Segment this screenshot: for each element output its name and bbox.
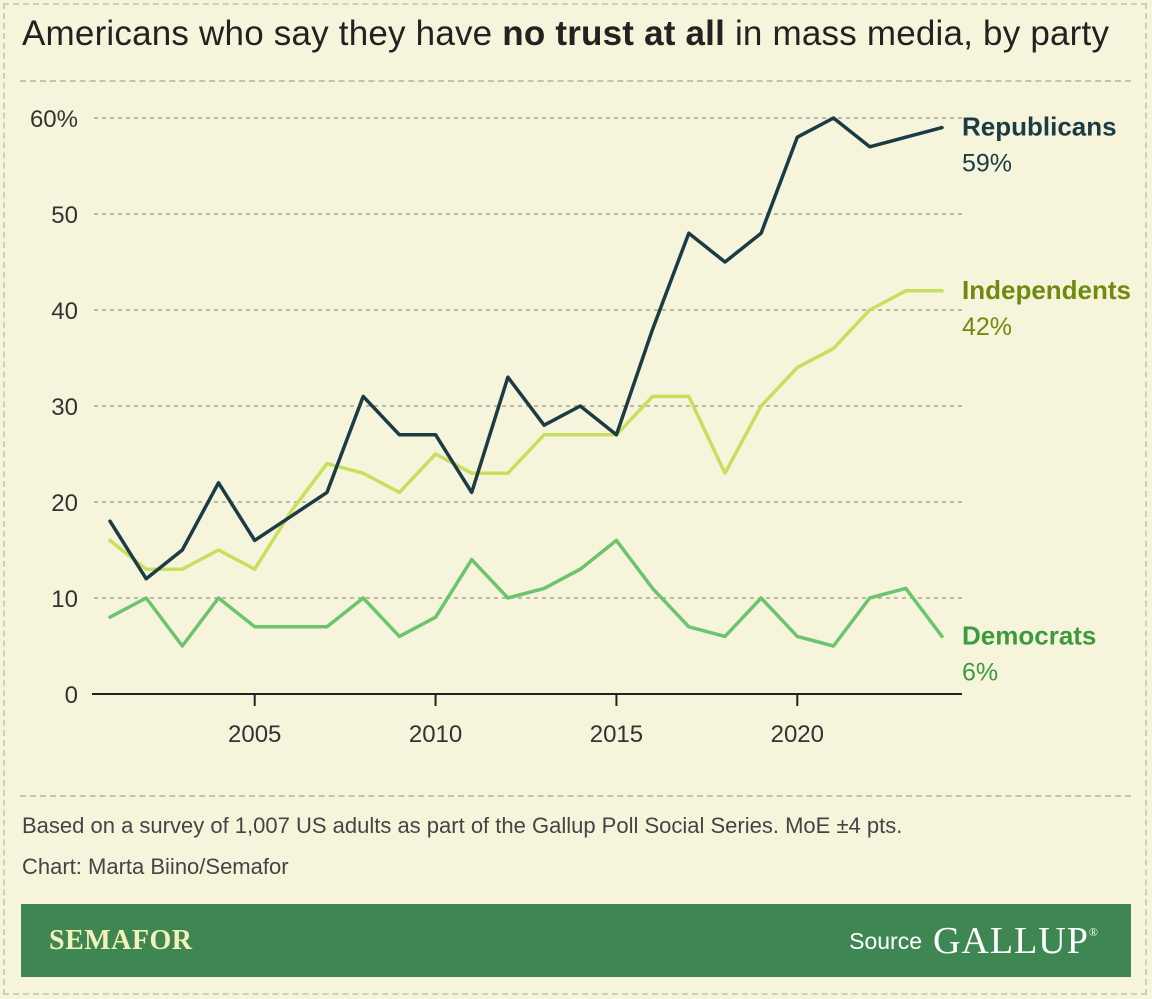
semafor-logo: SEMAFOR: [49, 925, 193, 956]
y-tick-label: 50: [51, 202, 78, 229]
y-tick-label: 60%: [30, 106, 78, 133]
y-axis-ticks: 0 10 20 30 40 50 60%: [30, 106, 78, 709]
gridlines: [94, 117, 962, 599]
chart-frame: [3, 3, 1147, 995]
series-line-republicans: [108, 116, 944, 581]
y-tick-label: 10: [51, 586, 78, 613]
series-lines: [108, 116, 944, 648]
x-tick-label: 2015: [590, 721, 643, 748]
footer-bar: SEMAFOR Source GALLUP®: [21, 904, 1131, 977]
top-divider: [20, 80, 1131, 82]
series-label-republicans: Republicans: [962, 112, 1117, 142]
y-tick-label: 30: [51, 394, 78, 421]
series-line-democrats: [108, 538, 944, 648]
y-tick-label: 0: [65, 682, 78, 709]
series-value-independents: 42%: [962, 313, 1012, 341]
x-tick-label: 2010: [409, 721, 462, 748]
x-tick-label: 2005: [228, 721, 281, 748]
survey-note: Based on a survey of 1,007 US adults as …: [22, 813, 903, 838]
x-tick-label: 2020: [771, 721, 824, 748]
y-tick-label: 40: [51, 298, 78, 325]
gallup-logo: GALLUP®: [932, 920, 1099, 962]
line-chart: 0 10 20 30 40 50 60% 2005 2010 2015 2020 Democrat…: [30, 106, 1131, 748]
bottom-divider: [20, 795, 1131, 797]
series-line-independents: [108, 289, 944, 571]
chart-title: Americans who say they have no trust at …: [22, 14, 1110, 53]
series-label-democrats: Democrats: [962, 620, 1096, 650]
series-end-labels: Democrats 6% Independents 42% Republicans 59%: [962, 112, 1131, 687]
y-tick-label: 20: [51, 490, 78, 517]
series-value-republicans: 59%: [962, 150, 1012, 178]
source-label: Source: [849, 928, 922, 954]
series-value-democrats: 6%: [962, 658, 998, 686]
chart-credit: Chart: Marta Biino/Semafor: [22, 854, 289, 879]
x-axis-ticks: 2005 2010 2015 2020: [228, 694, 824, 748]
series-label-independents: Independents: [962, 275, 1131, 305]
